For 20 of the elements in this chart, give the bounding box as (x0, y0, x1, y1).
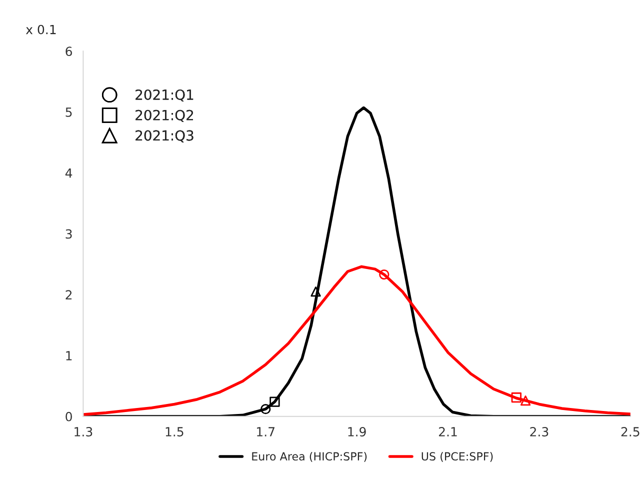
y-tick-label: 1 (66, 351, 72, 360)
y-axis-title: x 0.1 (26, 24, 56, 34)
x-tick-label: 2.5 (621, 427, 640, 436)
legend-label: US (PCE:SPF) (422, 452, 493, 462)
legend-label: 2021:Q1 (136, 89, 194, 102)
y-tick-label: 3 (66, 229, 72, 239)
x-tick-label: 2.1 (438, 427, 457, 436)
y-tick-label: 4 (65, 168, 72, 178)
y-tick-label: 6 (66, 46, 72, 56)
x-tick-label: 1.5 (166, 427, 184, 436)
x-tick-label: 1.3 (74, 427, 92, 436)
x-tick-label: 1.7 (257, 427, 274, 436)
legend-label: 2021:Q3 (136, 130, 194, 142)
y-tick-label: 0 (66, 412, 72, 422)
legend-label: Euro Area (HICP:SPF) (252, 452, 367, 462)
legend-label: 2021:Q2 (136, 110, 193, 122)
y-tick-label: 2 (66, 290, 72, 300)
x-tick-label: 2.3 (530, 427, 548, 436)
y-tick-label: 5 (66, 108, 72, 117)
x-tick-label: 1.9 (348, 427, 366, 436)
